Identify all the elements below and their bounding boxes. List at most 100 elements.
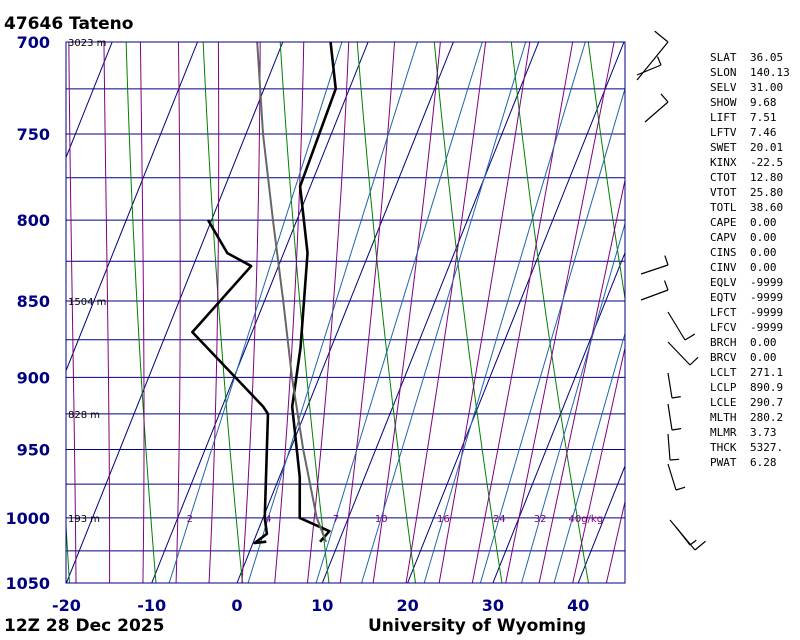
index-value: 140.13 — [750, 66, 790, 79]
index-key: PWAT — [710, 456, 737, 469]
index-key: TOTL — [710, 201, 737, 214]
index-row: EQTV -9999 — [710, 290, 790, 305]
isotherm-line — [66, 42, 113, 159]
index-row: CAPV 0.00 — [710, 230, 790, 245]
wind-barb-flag — [663, 280, 669, 291]
temperature-profile — [290, 42, 338, 543]
dry-adiabat — [202, 42, 243, 583]
mixing-ratio-label: 2 — [187, 514, 193, 525]
temperature-tick-label: -10 — [137, 596, 166, 615]
index-value: -9999 — [750, 276, 784, 289]
moist-adiabat — [438, 42, 531, 583]
parcel-profile — [256, 42, 327, 543]
dry-adiabat — [356, 42, 416, 583]
wind-barb-flag — [689, 539, 697, 546]
index-key: CINV — [710, 261, 737, 274]
mixing-ratio-line — [521, 221, 625, 583]
wind-barb-flag — [656, 56, 662, 66]
mixing-ratio-label: 40g/kg — [568, 514, 603, 525]
index-key: THCK — [710, 441, 737, 454]
wind-barb — [667, 433, 671, 461]
wind-barb — [667, 372, 673, 399]
mixing-ratio-label: 4 — [265, 514, 271, 525]
index-key: LFCV — [710, 321, 737, 334]
index-row: EQLV -9999 — [710, 275, 790, 290]
moist-adiabat — [208, 42, 220, 583]
mixing-ratio-line — [315, 42, 483, 583]
observation-time: 12Z 28 Dec 2025 — [4, 616, 165, 636]
index-value: 0.00 — [750, 351, 777, 364]
moist-adiabat — [103, 42, 111, 583]
index-key: MLTH — [710, 411, 737, 424]
index-value: 5327. — [750, 441, 784, 454]
wind-barb — [667, 463, 677, 491]
index-key: SWET — [710, 141, 737, 154]
index-row: PWAT 6.28 — [710, 455, 790, 470]
index-key: EQTV — [710, 291, 737, 304]
moist-adiabat — [339, 42, 396, 583]
index-value: 271.1 — [750, 366, 784, 379]
pressure-tick-label: 900 — [17, 368, 50, 387]
index-row: MLMR 3.73 — [710, 425, 790, 440]
pressure-tick-label: 1050 — [5, 574, 50, 593]
isotherm-line — [236, 42, 454, 583]
index-value: 890.9 — [750, 381, 784, 394]
index-row: LCLP 890.9 — [710, 380, 790, 395]
index-row: LIFT 7.51 — [710, 110, 790, 125]
index-value: 0.00 — [750, 246, 777, 259]
mixing-ratio-line — [168, 42, 343, 583]
index-key: BRCH — [710, 336, 737, 349]
height-label: 193 m — [68, 514, 100, 525]
index-row: TOTL 38.60 — [710, 200, 790, 215]
index-value: -9999 — [750, 291, 784, 304]
index-row: BRCH 0.00 — [710, 335, 790, 350]
wind-barb-flag — [660, 93, 669, 103]
isotherm-line — [407, 42, 625, 583]
moist-adiabat — [68, 42, 77, 583]
index-value: 7.51 — [750, 111, 777, 124]
indices-table: SLAT 36.05 SLON 140.13 SELV 31.00 SHOW 9.68 LIFT… — [710, 50, 790, 470]
index-value: 0.00 — [750, 336, 777, 349]
temperature-tick-label: 10 — [311, 596, 333, 615]
mixing-ratio-line — [361, 42, 527, 583]
source-credit: University of Wyoming — [368, 616, 587, 636]
mixing-ratio-line — [553, 331, 625, 583]
temperature-tick-label: 20 — [396, 596, 418, 615]
index-row: CINV 0.00 — [710, 260, 790, 275]
moist-adiabat — [572, 345, 625, 583]
pressure-tick-label: 750 — [17, 125, 50, 144]
index-value: 9.68 — [750, 96, 777, 109]
index-key: VTOT — [710, 186, 737, 199]
wind-barb — [667, 403, 673, 431]
wind-barb — [636, 41, 669, 81]
index-key: BRCV — [710, 351, 737, 364]
wind-barb-flag — [675, 486, 686, 491]
index-row: LFTV 7.46 — [710, 125, 790, 140]
isotherm-line — [492, 251, 625, 583]
wind-barb — [640, 264, 669, 275]
index-key: LCLP — [710, 381, 737, 394]
index-value: 7.46 — [750, 126, 777, 139]
wind-barb-flag — [684, 333, 696, 341]
index-key: CAPV — [710, 231, 737, 244]
isotherm-line — [577, 464, 625, 583]
wind-barb-flag — [671, 428, 682, 431]
wind-barb-flag — [689, 356, 699, 366]
pressure-tick-label: 1000 — [5, 509, 50, 528]
temperature-tick-label: 0 — [231, 596, 242, 615]
index-value: 0.00 — [750, 261, 777, 274]
height-label: 828 m — [68, 410, 100, 421]
index-key: CAPE — [710, 216, 737, 229]
wind-barb — [667, 311, 686, 341]
moist-adiabat — [274, 42, 305, 583]
moist-adiabat — [605, 499, 625, 583]
index-key: LFCT — [710, 306, 737, 319]
pressure-tick-label: 700 — [17, 33, 50, 52]
moist-adiabat — [538, 177, 625, 583]
temperature-tick-label: 40 — [567, 596, 589, 615]
wind-barb-flag — [664, 255, 669, 266]
index-row: CTOT 12.80 — [710, 170, 790, 185]
index-value: 290.7 — [750, 396, 784, 409]
index-row: SELV 31.00 — [710, 80, 790, 95]
index-row: BRCV 0.00 — [710, 350, 790, 365]
